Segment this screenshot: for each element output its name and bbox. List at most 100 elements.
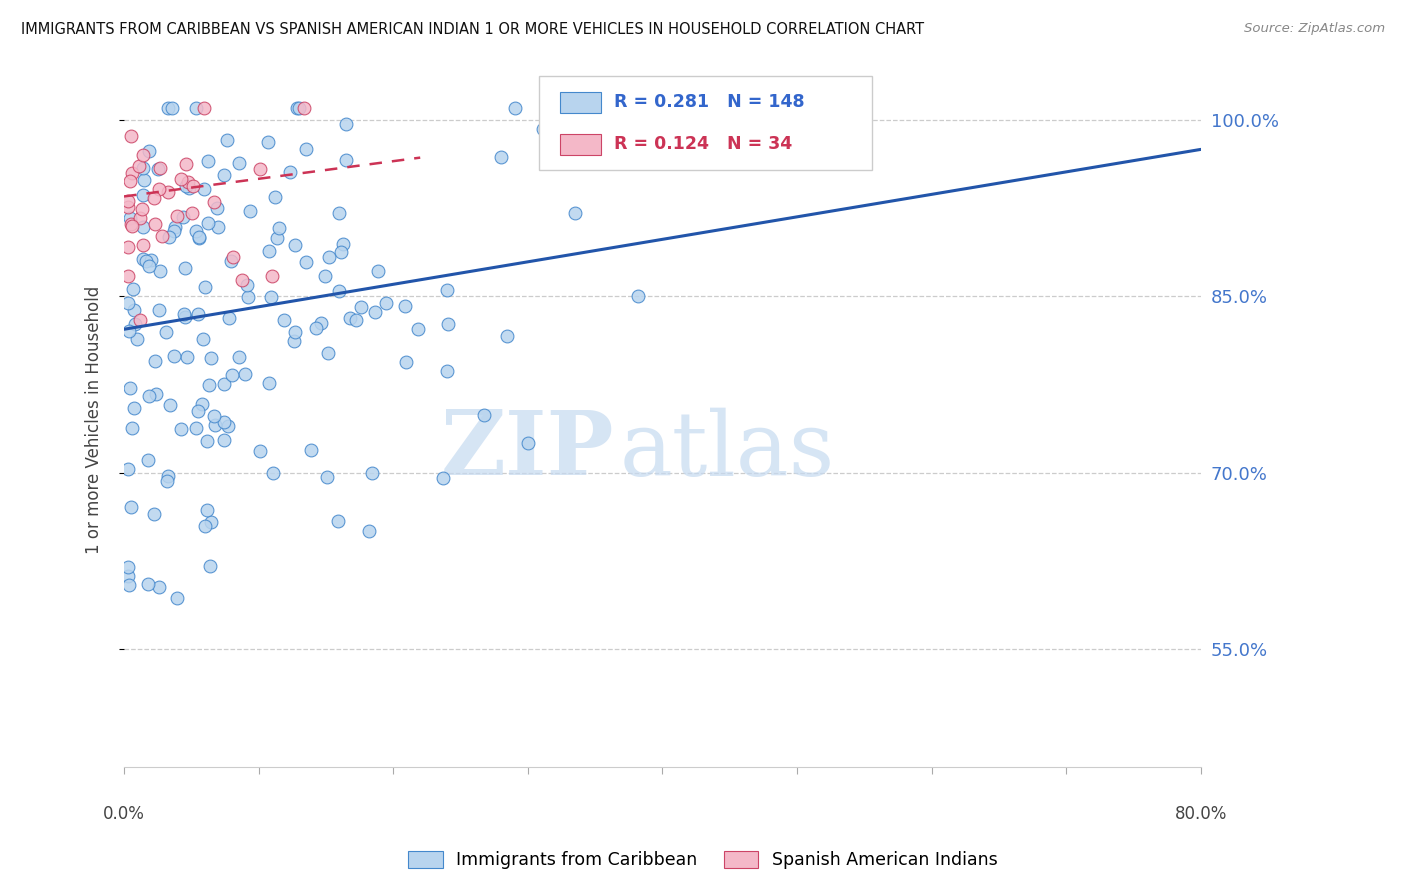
Text: Source: ZipAtlas.com: Source: ZipAtlas.com [1244, 22, 1385, 36]
Point [121, 421, 143, 435]
Point [148, 303, 170, 318]
Point [148, 161, 170, 176]
Point [395, 355, 418, 369]
Point [138, 389, 160, 403]
Point [318, 250, 340, 264]
Legend: Immigrants from Caribbean, Spanish American Indians: Immigrants from Caribbean, Spanish Ameri… [401, 844, 1005, 876]
Point [132, 252, 155, 266]
Point [177, 181, 200, 195]
Point [315, 470, 337, 484]
Point [330, 245, 353, 260]
Point [257, 135, 280, 149]
Text: IMMIGRANTS FROM CARIBBEAN VS SPANISH AMERICAN INDIAN 1 OR MORE VEHICLES IN HOUSE: IMMIGRANTS FROM CARIBBEAN VS SPANISH AME… [21, 22, 924, 37]
Point [149, 161, 172, 176]
Point [156, 468, 179, 483]
Point [198, 558, 221, 573]
Point [249, 444, 271, 458]
Point [195, 503, 218, 517]
Point [176, 350, 198, 364]
Point [143, 191, 166, 205]
Point [489, 150, 512, 164]
Point [195, 434, 218, 448]
Point [132, 220, 155, 235]
Point [295, 255, 318, 269]
Point [173, 261, 195, 276]
Point [314, 268, 336, 283]
Point [184, 101, 207, 115]
Point [176, 175, 198, 189]
Point [257, 244, 280, 259]
Point [364, 305, 387, 319]
Point [212, 377, 235, 392]
Point [170, 422, 193, 436]
Text: 80.0%: 80.0% [1174, 805, 1227, 823]
Point [207, 220, 229, 235]
Point [610, 139, 633, 153]
Point [118, 381, 141, 395]
Point [120, 128, 142, 143]
Point [316, 346, 339, 360]
Point [212, 416, 235, 430]
Point [131, 202, 153, 217]
Point [118, 174, 141, 188]
Point [120, 218, 142, 232]
Text: R = 0.124   N = 34: R = 0.124 N = 34 [614, 136, 792, 153]
Point [374, 296, 396, 310]
Point [231, 273, 253, 287]
Point [292, 101, 315, 115]
Point [260, 289, 283, 303]
Point [157, 230, 180, 244]
Point [193, 101, 215, 115]
Point [207, 201, 229, 215]
Point [170, 171, 193, 186]
Point [117, 462, 139, 476]
Point [117, 569, 139, 583]
Point [176, 157, 198, 171]
Point [436, 317, 458, 331]
Point [202, 409, 225, 423]
FancyBboxPatch shape [538, 77, 872, 170]
Point [117, 194, 139, 208]
Point [121, 166, 143, 180]
Point [218, 311, 240, 326]
Point [202, 194, 225, 209]
Point [156, 474, 179, 488]
Point [212, 169, 235, 183]
Point [160, 101, 183, 115]
Point [121, 500, 143, 515]
Point [197, 216, 219, 230]
Point [181, 178, 204, 193]
Point [432, 471, 454, 485]
Text: 0.0%: 0.0% [103, 805, 145, 823]
Point [163, 219, 186, 234]
Point [262, 466, 284, 480]
Point [186, 420, 208, 434]
Point [176, 179, 198, 194]
Point [496, 328, 519, 343]
Point [217, 419, 239, 434]
Point [118, 324, 141, 338]
Point [181, 206, 204, 220]
Point [212, 433, 235, 447]
Point [288, 101, 311, 115]
Point [156, 101, 179, 115]
Point [138, 259, 160, 273]
Point [531, 122, 554, 136]
Point [128, 159, 150, 173]
Point [132, 148, 155, 162]
Point [163, 224, 186, 238]
Point [394, 299, 416, 313]
Point [284, 325, 307, 339]
Point [472, 408, 495, 422]
Point [186, 224, 208, 238]
FancyBboxPatch shape [560, 134, 602, 155]
Point [121, 219, 143, 233]
Point [191, 397, 214, 411]
Point [166, 591, 188, 605]
Point [236, 277, 259, 292]
Point [155, 326, 177, 340]
Point [273, 313, 295, 327]
Point [156, 186, 179, 200]
Point [127, 332, 149, 346]
Point [262, 269, 284, 284]
